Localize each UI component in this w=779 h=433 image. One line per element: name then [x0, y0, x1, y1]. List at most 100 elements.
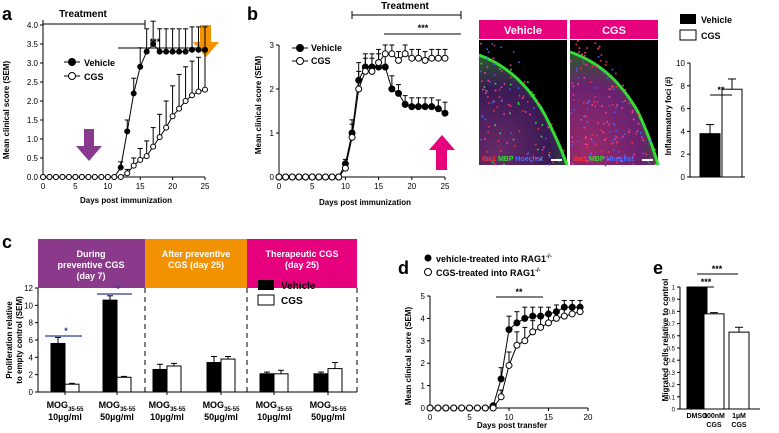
micro-speckle	[484, 138, 486, 140]
panel-a-legend-vehicle: Vehicle	[84, 58, 115, 68]
micro-speckle	[624, 88, 627, 91]
micro-speckle	[533, 93, 535, 96]
header-line: After preventive	[162, 249, 231, 259]
panel-e-x-tick-sublabel: CGS	[706, 422, 722, 429]
a-point-1	[46, 174, 53, 180]
micro-speckle	[577, 40, 579, 42]
panel-c-x-tick-label-line2: 10µg/ml	[48, 412, 82, 422]
b-point-1	[375, 59, 383, 67]
micro-speckle	[509, 112, 511, 115]
micro-speckle	[618, 150, 620, 153]
micro-speckle	[603, 139, 606, 141]
panel-c-x-tick-label-line1: MOG35-55	[256, 400, 294, 413]
inset-legend-cgs: CGS	[701, 31, 721, 41]
micro-speckle	[498, 96, 501, 98]
micro-speckle	[640, 132, 642, 134]
panel-b-chart: Treatment *** Vehicle CGS 0 1 2 3 0 5 10 15 20 25…	[254, 1, 462, 207]
micro-speckle	[614, 135, 617, 137]
micro-speckle	[509, 64, 512, 67]
panel-c-significance-2: *	[116, 284, 120, 294]
d-x-tick-label: 5	[467, 413, 472, 422]
micro-vehicle-stain-legend: Iba1 MBP Hoechst	[482, 156, 544, 163]
micro-speckle	[604, 164, 607, 167]
b-point-1	[275, 173, 283, 181]
b-point-1	[368, 67, 376, 75]
micro-speckle	[587, 156, 589, 159]
b-point-1	[395, 56, 403, 64]
micro-speckle	[572, 85, 575, 88]
b-point-1	[295, 173, 303, 181]
micro-speckle	[609, 131, 611, 133]
a-point-1	[182, 98, 189, 104]
micro-speckle	[583, 76, 586, 79]
micro-speckle	[484, 72, 486, 74]
a-point-1	[78, 174, 85, 180]
micro-speckle	[512, 138, 515, 141]
micro-speckle	[582, 60, 584, 62]
a-point-1	[143, 153, 150, 160]
header-line: During	[77, 249, 106, 259]
d-point-1	[521, 337, 529, 345]
micro-speckle	[628, 131, 630, 133]
panel-c-header-therapeutic-text: Therapeutic CGS (day 25)	[265, 249, 338, 270]
micro-speckle	[628, 102, 630, 105]
inset-y-axis-label: Inflammatory foci (#)	[664, 76, 673, 155]
micro-speckle	[499, 132, 502, 135]
micro-speckle	[620, 160, 623, 162]
panel-e-y-tick-label: 0.4	[667, 359, 676, 365]
d-point-1	[473, 404, 481, 412]
micro-speckle	[594, 87, 596, 89]
micro-speckle	[540, 135, 543, 138]
micro-speckle	[616, 141, 618, 144]
micro-cgs-stain-hoechst: Hoechst	[606, 156, 634, 163]
micro-speckle	[491, 43, 494, 45]
b-point-0	[414, 103, 422, 111]
micro-speckle	[543, 146, 545, 148]
micro-speckle	[570, 112, 572, 114]
micro-speckle	[586, 102, 589, 104]
micro-speckle	[581, 53, 583, 56]
a-point-1	[117, 174, 124, 180]
panel-d-significance: **	[515, 287, 523, 297]
panel-d-legend-cgs-sup: -/-	[535, 268, 541, 274]
micro-speckle	[637, 114, 640, 116]
micro-speckle	[649, 140, 652, 142]
a-x-tick-label: 5	[73, 182, 78, 191]
micro-speckle	[548, 154, 550, 156]
micro-speckle	[641, 135, 643, 138]
a-x-tick-label: 20	[168, 182, 177, 191]
d-y-tick-label: 0	[421, 404, 426, 413]
header-line: Therapeutic CGS	[265, 249, 338, 259]
b-point-1	[302, 173, 310, 181]
b-point-1	[315, 173, 323, 181]
b-point-1	[328, 173, 336, 181]
micro-speckle	[530, 91, 533, 93]
b-point-0	[401, 100, 409, 108]
micro-speckle	[613, 88, 615, 91]
panel-e-y-tick-label: 0.3	[667, 371, 676, 377]
b-point-1	[408, 54, 416, 62]
a-point-0	[182, 48, 189, 55]
micro-speckle	[483, 86, 486, 88]
a-point-1	[202, 86, 208, 93]
panel-e-y-axis-label: Migrated cells relative to control	[661, 279, 670, 402]
micro-speckle	[591, 65, 594, 68]
b-point-0	[421, 103, 429, 111]
panel-d-x-axis-label: Days post transfer	[477, 421, 547, 430]
panel-d-legend-cgs: CGS-treated into RAG1-/-	[436, 268, 541, 278]
panel-e-y-tick-label: 0	[672, 408, 676, 414]
panel-e-y-tick-label: 0.7	[667, 322, 676, 328]
panel-b-y-axis-label: Mean clinical score (SEM)	[254, 56, 263, 155]
panel-c-bar-cgs	[64, 383, 80, 393]
d-point-1	[466, 404, 473, 412]
micro-speckle	[600, 129, 603, 131]
micro-speckle	[485, 92, 487, 94]
micro-speckle	[596, 101, 599, 103]
panel-e-y-tick-label: 0.6	[667, 334, 676, 340]
b-point-1	[288, 173, 296, 181]
d-point-0	[505, 326, 513, 334]
b-point-1	[335, 173, 343, 181]
micro-speckle	[493, 74, 496, 76]
